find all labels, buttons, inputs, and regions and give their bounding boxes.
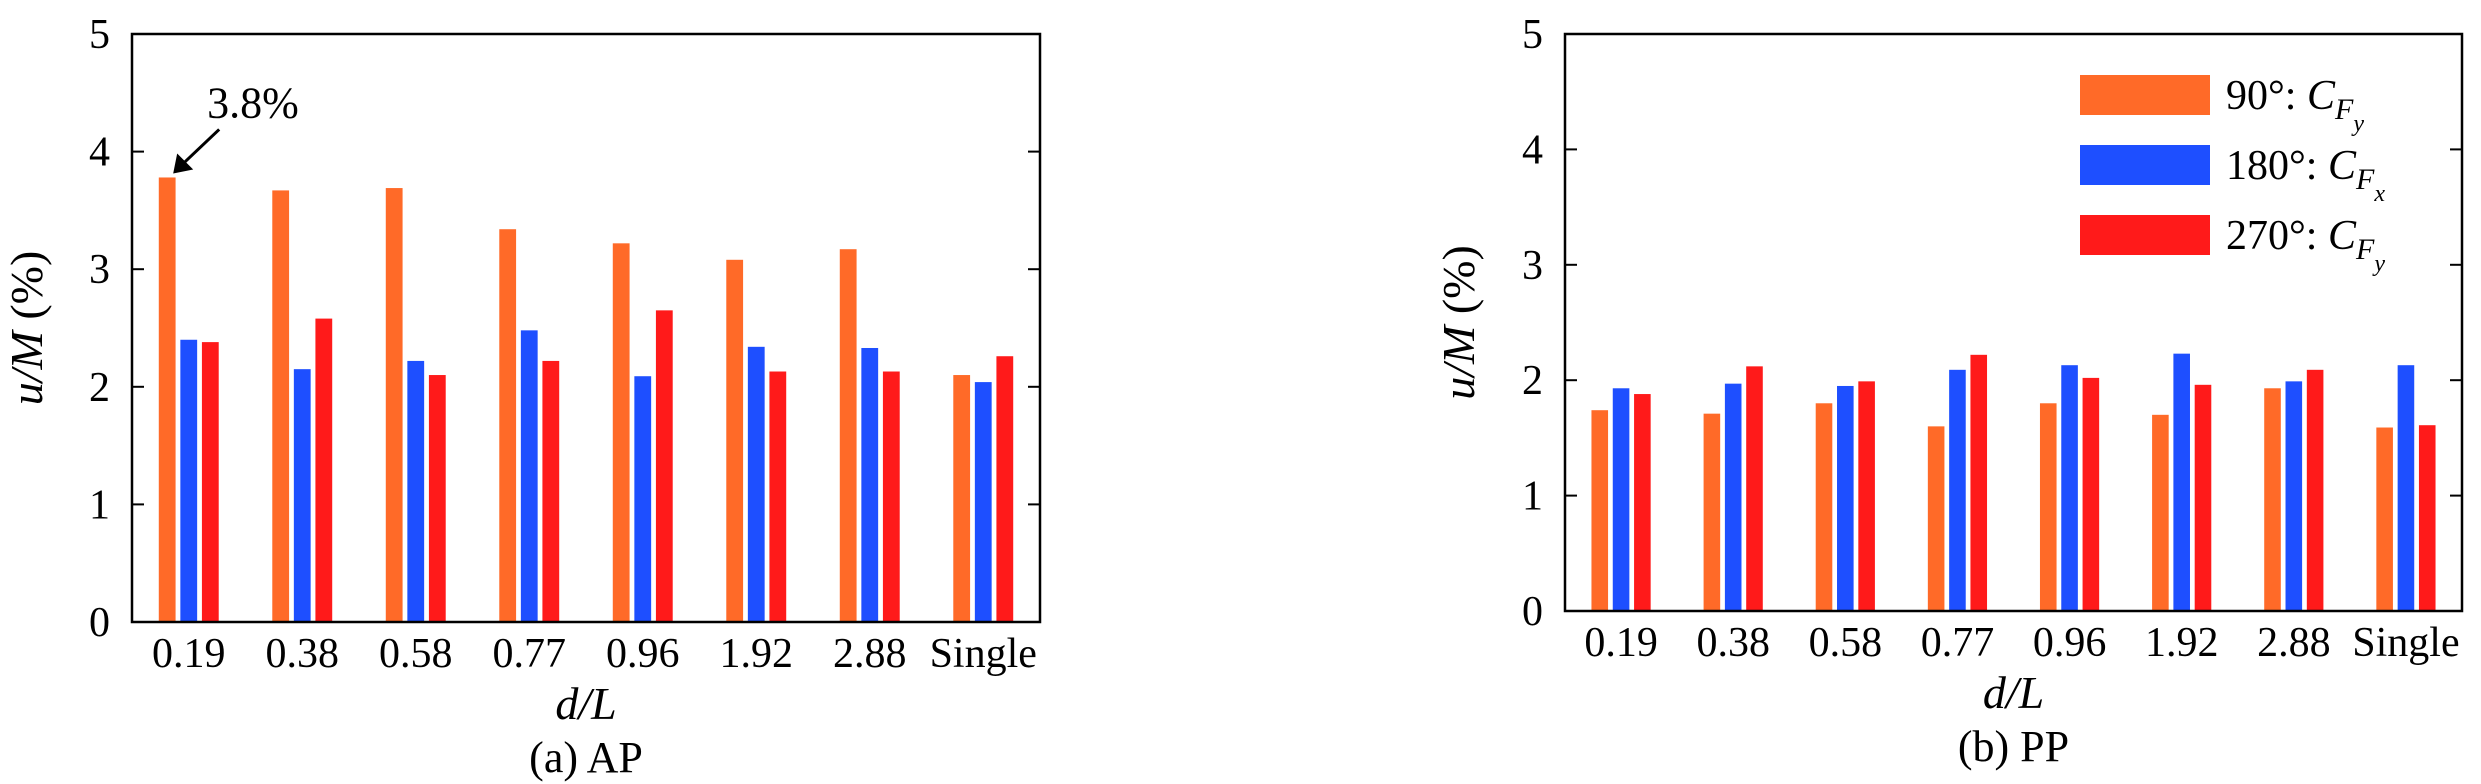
y-axis-title: u/M (%) xyxy=(1433,245,1484,400)
plot-frame xyxy=(130,32,1042,624)
x-tick-label: 0.38 xyxy=(1696,620,1770,666)
bar-red-0.96 xyxy=(655,310,673,622)
x-tick-label: 2.88 xyxy=(2257,620,2331,666)
x-tick-label: 2.88 xyxy=(833,631,907,677)
bar-orange-single xyxy=(953,375,971,622)
y-tick-label: 0 xyxy=(89,600,110,646)
y-tick-label: 2 xyxy=(1522,358,1543,404)
bar-orange-2.88 xyxy=(839,249,857,622)
y-tick-label: 3 xyxy=(89,247,110,293)
bar-red-0.77 xyxy=(542,360,560,622)
y-axis-title: u/M (%) xyxy=(1,251,52,406)
bar-orange-0.58 xyxy=(385,188,403,622)
bar-blue-1.92 xyxy=(747,346,765,622)
bar-orange-1.92 xyxy=(2152,414,2169,611)
y-tick-label: 5 xyxy=(1522,12,1543,58)
annotation-label: 3.8% xyxy=(207,78,299,127)
bar-orange-single xyxy=(2376,427,2393,611)
bar-orange-0.77 xyxy=(499,229,517,622)
x-tick-label: 1.92 xyxy=(720,631,794,677)
y-tick-label: 1 xyxy=(1522,474,1543,520)
y-tick-label: 1 xyxy=(89,482,110,528)
bar-orange-0.19 xyxy=(1591,410,1609,611)
panel-b-pp-chart: 0 1 2 3 4 5 0.19 0.38 0.58 0.77 0.96 1.92 2.88 Single… xyxy=(1433,12,2464,771)
bar-red-0.19 xyxy=(1634,394,1651,611)
bar-red-1.92 xyxy=(769,371,787,622)
bar-blue-single xyxy=(974,382,992,622)
bar-orange-0.96 xyxy=(612,243,630,622)
y-tick-label: 4 xyxy=(89,130,110,176)
bar-blue-0.96 xyxy=(634,376,652,622)
x-tick-label: 0.58 xyxy=(379,631,453,677)
bar-red-0.38 xyxy=(1746,366,1763,611)
bar-blue-0.77 xyxy=(1949,369,1966,611)
bar-red-2.88 xyxy=(2306,369,2324,611)
x-tick-label: 0.19 xyxy=(1584,620,1658,666)
annotation-arrowhead xyxy=(173,153,194,174)
y-tick-label: 5 xyxy=(89,12,110,58)
x-axis-title: d/L xyxy=(1983,667,2044,718)
y-tick-label: 0 xyxy=(1522,589,1543,635)
x-tick-label: Single xyxy=(2352,620,2459,666)
bar-orange-0.19 xyxy=(158,177,176,623)
panel-a-ap-chart: 0 1 2 3 4 5 0.19 0.38 0.58 0.77 0.96 1.92 2.88 Single… xyxy=(1,12,1042,782)
bar-red-0.77 xyxy=(1970,354,1988,611)
bar-blue-1.92 xyxy=(2173,353,2190,611)
x-tick-label: 0.58 xyxy=(1809,620,1883,666)
bar-blue-single xyxy=(2397,365,2415,611)
bar-blue-0.77 xyxy=(520,330,538,622)
bar-blue-0.96 xyxy=(2061,365,2078,611)
bar-orange-0.77 xyxy=(1927,426,1945,611)
legend-swatch-orange xyxy=(2080,75,2210,115)
plot-frame xyxy=(1563,32,2464,613)
bar-blue-0.58 xyxy=(1837,385,1854,611)
bar-blue-0.38 xyxy=(293,369,311,622)
x-tick-label: 0.77 xyxy=(1921,620,1995,666)
bar-red-2.88 xyxy=(882,371,900,622)
x-tick-label: Single xyxy=(930,631,1037,677)
legend-entry-label: 270°: CFy xyxy=(2226,213,2385,277)
bar-orange-0.38 xyxy=(1703,413,1721,611)
bar-red-0.58 xyxy=(428,375,446,622)
bar-red-0.19 xyxy=(201,342,219,622)
y-tick-label: 4 xyxy=(1522,127,1543,173)
panel-caption: (b) PP xyxy=(1958,722,2069,771)
bar-blue-0.38 xyxy=(1724,383,1742,611)
panel-caption: (a) AP xyxy=(529,733,643,782)
bar-red-1.92 xyxy=(2194,384,2212,611)
y-tick-label: 3 xyxy=(1522,243,1543,289)
x-tick-label: 0.96 xyxy=(2033,620,2107,666)
legend-swatch-blue xyxy=(2080,145,2210,185)
x-tick-label: 1.92 xyxy=(2145,620,2219,666)
annotation-arrow-line xyxy=(180,128,221,167)
bar-red-0.58 xyxy=(1858,381,1875,611)
bar-red-single xyxy=(996,356,1014,622)
bar-orange-0.38 xyxy=(272,190,290,622)
bar-orange-1.92 xyxy=(726,259,744,622)
bar-red-0.38 xyxy=(315,318,333,622)
bar-orange-0.96 xyxy=(2039,403,2057,611)
bar-red-single xyxy=(2418,425,2436,611)
x-axis-title: d/L xyxy=(555,678,616,729)
x-tick-label: 0.19 xyxy=(152,631,226,677)
bar-blue-2.88 xyxy=(2285,381,2303,611)
x-tick-label: 0.96 xyxy=(606,631,680,677)
y-tick-label: 2 xyxy=(89,365,110,411)
x-tick-label: 0.77 xyxy=(493,631,567,677)
bar-blue-2.88 xyxy=(861,347,879,622)
bar-orange-2.88 xyxy=(2264,388,2281,611)
bar-blue-0.19 xyxy=(1612,388,1630,611)
x-tick-label: 0.38 xyxy=(266,631,340,677)
bar-blue-0.19 xyxy=(180,339,198,622)
bar-blue-0.58 xyxy=(407,360,425,622)
bar-red-0.96 xyxy=(2082,377,2100,611)
legend-entry-label: 90°: CFy xyxy=(2226,73,2364,137)
legend-entry-label: 180°: CFx xyxy=(2226,143,2385,207)
bar-orange-0.58 xyxy=(1815,403,1833,611)
legend-swatch-red xyxy=(2080,215,2210,255)
